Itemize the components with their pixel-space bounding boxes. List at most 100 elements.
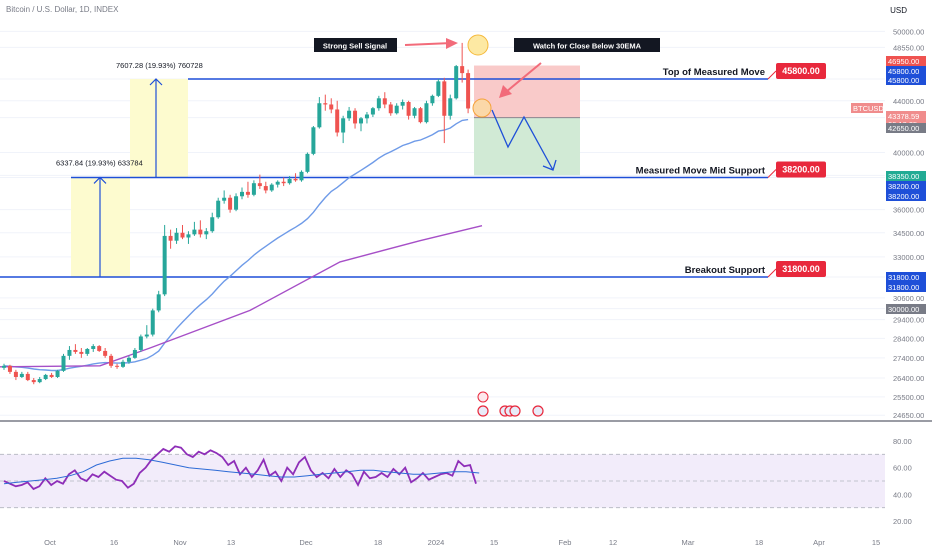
candle-body bbox=[394, 105, 399, 114]
candle-body bbox=[454, 66, 459, 99]
time-tick-label: 18 bbox=[755, 538, 763, 547]
level-price-box-label: 38200.00 bbox=[782, 164, 820, 174]
candle-body bbox=[49, 374, 54, 377]
target-zone bbox=[474, 117, 580, 176]
sell-signal-label-bg bbox=[314, 38, 397, 52]
candle-body bbox=[293, 178, 298, 181]
flag-icon bbox=[477, 405, 489, 417]
candle-body bbox=[162, 235, 167, 295]
time-tick-label: 12 bbox=[609, 538, 617, 547]
rsi-tick-label: 80.00 bbox=[893, 437, 912, 446]
price-axis: 50000.00 48550.00 44000.00 40000.00 36000.00… bbox=[851, 27, 926, 420]
candle-body bbox=[341, 118, 346, 133]
candle-body bbox=[103, 350, 108, 356]
candle-body bbox=[364, 114, 369, 119]
candle-body bbox=[19, 373, 24, 377]
price-tick-label: 50000.00 bbox=[893, 27, 924, 36]
candle-body bbox=[376, 98, 381, 109]
projected-path bbox=[491, 109, 554, 171]
level-connector bbox=[767, 70, 777, 80]
candle-body bbox=[216, 200, 221, 218]
candle-body bbox=[91, 346, 96, 349]
candle-body bbox=[180, 232, 185, 238]
candle-body bbox=[228, 197, 233, 210]
time-tick-label: Nov bbox=[173, 538, 187, 547]
candle-body bbox=[61, 355, 66, 371]
price-tick-label: 30600.00 bbox=[893, 294, 924, 303]
candle-body bbox=[305, 153, 310, 172]
time-tick-label: 13 bbox=[227, 538, 235, 547]
candle-body bbox=[138, 336, 143, 350]
candle-body bbox=[67, 349, 72, 356]
candle-body bbox=[323, 103, 328, 105]
candle-body bbox=[7, 365, 12, 372]
chart-title: Bitcoin / U.S. Dollar, 1D, INDEX bbox=[6, 5, 119, 14]
currency-label: USD bbox=[890, 6, 907, 15]
candle-body bbox=[436, 81, 441, 96]
sell-signal-label: Strong Sell Signal bbox=[323, 42, 387, 51]
level-label: Measured Move Mid Support bbox=[636, 165, 766, 176]
candle-body bbox=[466, 73, 471, 109]
candle-body bbox=[109, 355, 114, 366]
price-tag-label: 38200.00 bbox=[888, 192, 919, 201]
price-tag bbox=[886, 282, 926, 292]
measured-move-label: 7607.28 (19.93%) 760728 bbox=[116, 61, 203, 70]
price-tick-label: 25500.00 bbox=[893, 393, 924, 402]
price-tag bbox=[886, 181, 926, 191]
price-tag bbox=[886, 123, 926, 133]
candle-body bbox=[85, 348, 90, 354]
candle-body bbox=[204, 231, 209, 235]
price-tick-label: 27400.00 bbox=[893, 354, 924, 363]
candle-body bbox=[31, 380, 36, 383]
candle-body bbox=[73, 349, 78, 352]
price-tag bbox=[886, 191, 926, 201]
candle-body bbox=[168, 235, 173, 241]
level-label: Top of Measured Move bbox=[663, 67, 765, 78]
ema-touch-circle bbox=[472, 98, 492, 118]
candle-body bbox=[388, 104, 393, 114]
level-price-box bbox=[776, 63, 826, 79]
trade-box bbox=[474, 65, 580, 176]
rsi-panel: 80.00 60.00 40.00 20.00 bbox=[0, 420, 932, 526]
candle-body bbox=[174, 232, 179, 241]
sell-signal-circle bbox=[467, 34, 489, 56]
price-tick-label: 33000.00 bbox=[893, 253, 924, 262]
price-tick-label: 34500.00 bbox=[893, 229, 924, 238]
candle-body bbox=[448, 98, 453, 116]
level-label: Breakout Support bbox=[685, 265, 766, 276]
candle-body bbox=[406, 101, 411, 116]
flag-icon bbox=[509, 405, 521, 417]
candle-body bbox=[43, 374, 48, 380]
price-tag-label: 38350.00 bbox=[888, 172, 919, 181]
level-price-box bbox=[776, 261, 826, 277]
moving-averages bbox=[0, 118, 483, 372]
candle-body bbox=[126, 357, 131, 362]
flag-icon bbox=[532, 405, 544, 417]
candle-body bbox=[192, 229, 197, 235]
candle-body bbox=[335, 109, 340, 133]
candle-body bbox=[263, 186, 268, 191]
candle-body bbox=[25, 373, 30, 381]
candle-body bbox=[37, 379, 42, 383]
candle-body bbox=[299, 171, 304, 181]
rsi-ma-line bbox=[3, 457, 480, 485]
candles bbox=[2, 42, 471, 385]
price-tick-label: 28400.00 bbox=[893, 334, 924, 343]
price-tick-label: 40000.00 bbox=[893, 148, 924, 157]
time-tick-label: 16 bbox=[110, 538, 118, 547]
candle-body bbox=[317, 103, 322, 128]
candle-body bbox=[210, 217, 215, 232]
candle-body bbox=[400, 101, 405, 106]
watch-arrow bbox=[505, 62, 542, 93]
price-tag bbox=[851, 103, 883, 113]
price-tag-label: 38200.00 bbox=[888, 182, 919, 191]
price-tag bbox=[886, 304, 926, 314]
candle-body bbox=[460, 66, 465, 74]
watch-label-bg bbox=[514, 38, 660, 52]
candle-body bbox=[97, 346, 102, 351]
price-tick-label: 44000.00 bbox=[893, 97, 924, 106]
price-tag bbox=[886, 111, 926, 121]
level-price-box-label: 31800.00 bbox=[782, 264, 820, 274]
candle-body bbox=[234, 196, 239, 210]
